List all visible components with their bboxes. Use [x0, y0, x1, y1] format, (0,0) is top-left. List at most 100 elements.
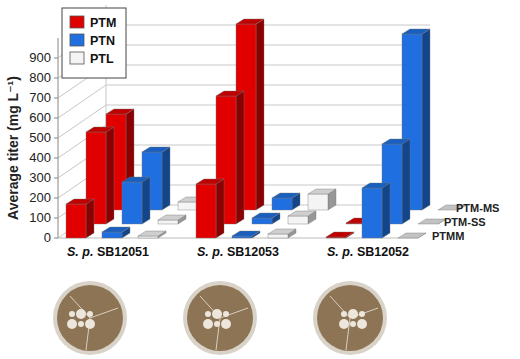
dish-lines: [200, 296, 248, 350]
colony: [69, 311, 75, 317]
bar: [362, 183, 390, 238]
bar-top: [66, 199, 94, 204]
category-label: S. p. SB12053: [197, 245, 279, 259]
y-tick: [54, 138, 58, 139]
bar-front: [122, 182, 142, 224]
dish-rim: [53, 281, 127, 355]
dish-lines: [70, 296, 118, 350]
bar-side: [422, 29, 430, 210]
bar-front: [196, 184, 216, 238]
bar-front: [288, 216, 308, 224]
bar-top: [106, 109, 134, 114]
bar-front: [232, 236, 252, 238]
category-label: S. p. SB12051: [67, 245, 149, 259]
bar: [308, 189, 336, 210]
colony: [359, 311, 365, 317]
bar-front: [308, 194, 328, 210]
legend-box: [62, 8, 126, 78]
y-tick-label: 700: [29, 90, 51, 105]
y-tick-label: 100: [29, 210, 51, 225]
legend-label: PTM: [90, 16, 116, 30]
petri-dish: [53, 281, 127, 355]
y-tick: [54, 178, 58, 179]
y-tick-label: 0: [44, 230, 51, 245]
bar-top: [268, 229, 296, 234]
petri-dish: [313, 281, 387, 355]
bar-top: [272, 193, 300, 198]
bar-top: [232, 231, 260, 236]
y-tick-label: 200: [29, 190, 51, 205]
depth-label: PTM-MS: [456, 202, 499, 214]
bar: [268, 229, 296, 238]
legend-label: PTL: [90, 52, 114, 66]
bar-side: [256, 19, 264, 210]
category-label: S. p. SB12052: [327, 245, 409, 259]
dish-rim: [183, 281, 257, 355]
bar-top: [122, 177, 150, 182]
legend-swatch: [70, 34, 84, 46]
dish-agar: [317, 285, 383, 351]
bar-side: [382, 183, 390, 238]
y-tick-label: 800: [29, 70, 51, 85]
colony: [357, 319, 367, 329]
bar: [66, 199, 94, 238]
colony: [76, 309, 86, 319]
bar-side: [402, 139, 410, 224]
y-tick-label: 300: [29, 170, 51, 185]
grid: [58, 5, 430, 238]
bar: [288, 211, 316, 224]
bar-top: [196, 179, 224, 184]
y-tick: [54, 118, 58, 119]
bar-front: [66, 204, 86, 238]
bar-top: [158, 215, 186, 220]
bar-front: [252, 218, 272, 224]
colony: [339, 319, 349, 329]
bar-side: [106, 127, 114, 224]
y-tick-label: 600: [29, 110, 51, 125]
y-tick: [54, 98, 58, 99]
chart: 0100200300400500600700800900Average tite…: [0, 0, 520, 359]
dish-rim: [313, 281, 387, 355]
bar-top: [102, 227, 130, 232]
bar-top: [398, 233, 426, 238]
bar-top: [138, 231, 166, 236]
y-tick: [54, 238, 58, 239]
colony: [348, 309, 358, 319]
bar: [158, 215, 186, 224]
bar-front: [362, 188, 382, 238]
bar-front: [102, 232, 122, 238]
colony: [85, 319, 95, 329]
bar-front: [178, 202, 198, 210]
depth-label: PTMM: [432, 230, 464, 242]
colony: [221, 319, 231, 329]
colony: [341, 311, 347, 317]
bar-top: [326, 232, 354, 237]
y-tick: [54, 218, 58, 219]
y-tick: [54, 78, 58, 79]
bar-side: [236, 91, 244, 224]
bar: [418, 219, 446, 224]
dish-agar: [57, 285, 123, 351]
colony: [203, 319, 213, 329]
y-axis-label: Average titer (mg L⁻¹): [5, 76, 21, 220]
y-tick: [54, 158, 58, 159]
bar-side: [162, 147, 170, 210]
colony: [87, 311, 93, 317]
petri-dish: [183, 281, 257, 355]
bar: [122, 177, 150, 224]
bar: [102, 227, 130, 238]
bar: [398, 233, 426, 238]
depth-label: PTM-SS: [444, 216, 486, 228]
bar-top: [288, 211, 316, 216]
bar-top: [86, 127, 114, 132]
colony: [205, 311, 211, 317]
legend-swatch: [70, 52, 84, 64]
colony: [212, 309, 222, 319]
bar-top: [308, 189, 336, 194]
y-tick: [54, 198, 58, 199]
colony: [350, 321, 356, 327]
bar-top: [252, 213, 280, 218]
bar-top: [382, 139, 410, 144]
bar-front: [272, 198, 292, 210]
colony: [223, 311, 229, 317]
